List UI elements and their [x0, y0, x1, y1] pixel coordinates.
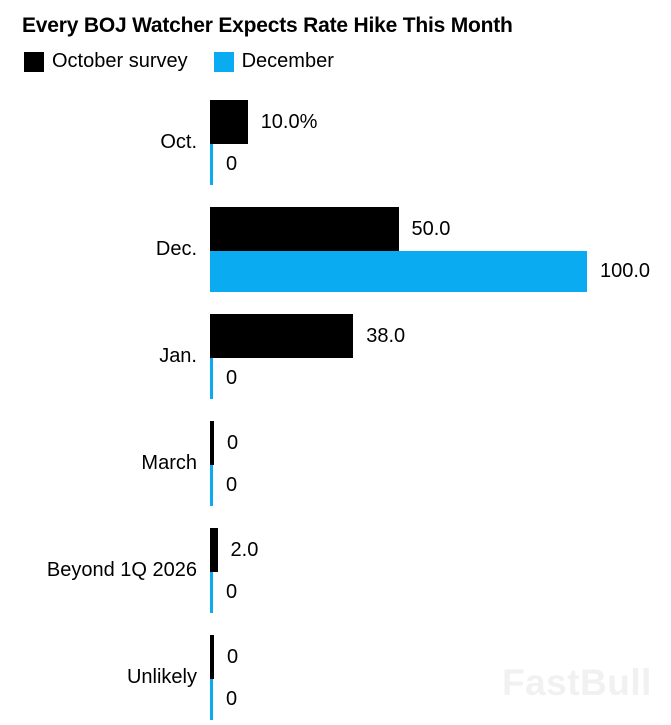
bar-group: 38.0 0 — [210, 314, 405, 399]
value-label: 0 — [226, 581, 238, 603]
category-label: Beyond 1Q 2026 — [46, 559, 197, 581]
category-label: Unlikely — [126, 666, 197, 688]
value-label: 0 — [226, 688, 238, 710]
october-survey-bar — [210, 314, 354, 358]
bar-line: 50.0 — [210, 207, 650, 251]
value-label: 100.0 — [600, 260, 651, 282]
bar-group: 2.0 0 — [210, 528, 258, 613]
bar-line: 2.0 — [210, 528, 258, 572]
december-bar — [210, 572, 213, 613]
watermark: FastBull — [502, 662, 652, 703]
october-survey-bar — [210, 421, 214, 465]
legend-item-october-survey: October survey — [24, 50, 188, 73]
value-label: 50.0 — [411, 217, 451, 240]
bar-line: 38.0 — [210, 314, 405, 358]
october-survey-bar — [210, 207, 399, 251]
value-label: 2.0 — [230, 538, 259, 561]
value-label: 10.0% — [260, 110, 318, 133]
category-label: Jan. — [159, 345, 197, 367]
december-bar — [210, 465, 213, 506]
category-label: Oct. — [160, 131, 197, 153]
bar-line: 0 — [210, 358, 405, 399]
value-label: 0 — [227, 645, 239, 668]
bar-line: 0 — [210, 144, 317, 185]
october-survey-bar — [210, 635, 214, 679]
december-bar — [210, 144, 213, 185]
category-label: Dec. — [155, 238, 197, 260]
october-survey-bar — [210, 100, 248, 144]
december-swatch — [213, 51, 234, 72]
december-bar — [210, 358, 213, 399]
legend: October survey December — [24, 50, 334, 73]
bar-line: 100.0 — [210, 251, 650, 292]
value-label: 0 — [226, 367, 238, 389]
bar-line: 0 — [210, 572, 258, 613]
october-survey-bar — [210, 528, 218, 572]
bar-line: 0 — [210, 679, 238, 720]
chart-title: Every BOJ Watcher Expects Rate Hike This… — [22, 14, 513, 37]
value-label: 0 — [227, 431, 239, 454]
chart-row: March 0 0 — [0, 421, 671, 506]
bar-group: 50.0 100.0 — [210, 207, 650, 292]
value-label: 0 — [226, 153, 238, 175]
legend-label-october-survey: October survey — [52, 50, 188, 72]
chart: Oct. 10.0% 0 Dec. 50.0 100.0 Jan. 38.0 0 March 0 0 B… — [0, 100, 671, 725]
bar-line: 0 — [210, 465, 238, 506]
december-bar — [210, 251, 587, 292]
chart-row: Beyond 1Q 2026 2.0 0 — [0, 528, 671, 613]
value-label: 0 — [226, 474, 238, 496]
chart-row: Jan. 38.0 0 — [0, 314, 671, 399]
chart-row: Oct. 10.0% 0 — [0, 100, 671, 185]
legend-item-december: December — [213, 50, 334, 73]
bar-group: 10.0% 0 — [210, 100, 317, 185]
bar-line: 0 — [210, 421, 238, 465]
bar-line: 10.0% — [210, 100, 317, 144]
chart-row: Dec. 50.0 100.0 — [0, 207, 671, 292]
bar-line: 0 — [210, 635, 238, 679]
value-label: 38.0 — [366, 324, 406, 347]
october-survey-swatch — [24, 51, 44, 72]
december-bar — [210, 679, 213, 720]
category-label: March — [141, 452, 197, 474]
chart-row: Unlikely 0 0 — [0, 635, 671, 720]
legend-label-december: December — [241, 50, 334, 72]
